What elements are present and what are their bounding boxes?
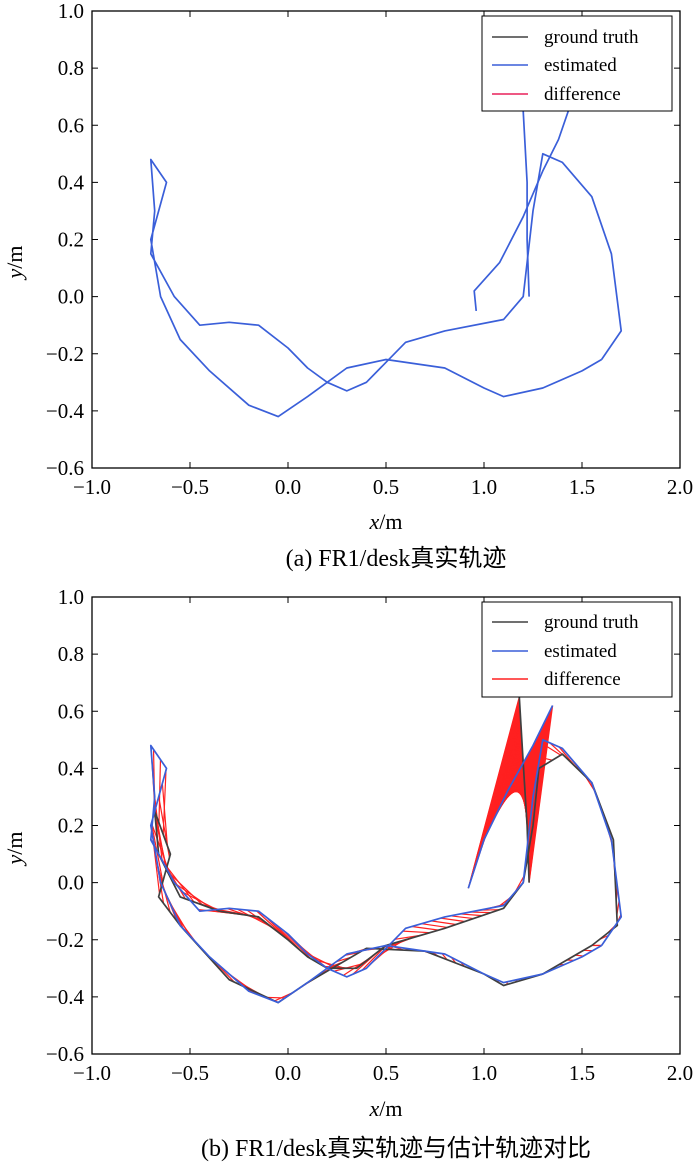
plot-b-legend-label-ground-truth: ground truth: [544, 612, 639, 633]
plot-a: −1.0 −0.5 0.0 0.5 1.0 1.5 2.0 −0.6 −0.4 −0.2 0.0 0.…: [2, 0, 693, 572]
plot-b-series-ground-truth-1: [153, 753, 619, 1004]
plot-b-difference-segment: [450, 915, 474, 920]
plot-b: −1.0 −0.5 0.0 0.5 1.0 1.5 2.0 −0.6 −0.4 −0.2 0.0 0.…: [2, 585, 693, 1162]
plot-a-series-estimated-2: [149, 152, 623, 418]
plot-a-y-tick-label: 1.0: [58, 0, 84, 23]
plot-b-x-tick-label: −0.5: [171, 1061, 209, 1085]
plot-a-x-tick-label: −1.0: [73, 475, 111, 499]
plot-b-x-tick-label: 1.0: [471, 1061, 497, 1085]
plot-b-series-estimated-3: [467, 705, 554, 889]
plot-b-y-tick-label: 0.2: [58, 814, 84, 838]
plot-b-difference-segment: [440, 917, 465, 923]
plot-b-x-tick-label: 0.0: [275, 1061, 301, 1085]
plot-b-difference-segment: [402, 930, 430, 934]
plot-b-x-tick-label: 1.5: [569, 1061, 595, 1085]
plot-a-y-tick-label: 0.8: [58, 56, 84, 80]
plot-b-series-estimated-2: [149, 738, 623, 1004]
plot-a-y-tick-label: 0.6: [58, 113, 84, 137]
plot-a-x-tick-label: 0.5: [373, 475, 399, 499]
plot-a-y-tick-label: −0.4: [46, 399, 85, 423]
plot-a-legend-box: [481, 15, 673, 112]
plot-a-legend: ground truth estimated difference: [481, 15, 673, 112]
plot-b-x-tick-label: 0.5: [373, 1061, 399, 1085]
plot-b-y-tick-label: 1.0: [58, 585, 84, 609]
plot-a-legend-label-ground-truth: ground truth: [544, 27, 639, 48]
plot-a-legend-label-difference: difference: [544, 84, 621, 105]
plot-a-x-tick-label: 1.0: [471, 475, 497, 499]
plot-b-legend: ground truth estimated difference: [481, 601, 673, 698]
plot-a-y-tick-label: 0.2: [58, 228, 84, 252]
plot-b-difference-segment: [421, 923, 448, 929]
plot-a-y-axis-label: y/m: [2, 246, 27, 281]
plot-b-y-tick-label: 0.8: [58, 642, 84, 666]
plot-b-difference-segment: [154, 809, 167, 870]
plot-b-difference-segment: [460, 913, 483, 917]
plot-b-y-tick-label: −0.6: [46, 1042, 84, 1066]
plot-a-ticks: −1.0 −0.5 0.0 0.5 1.0 1.5 2.0 −0.6 −0.4 −0.2 0.0 0.…: [46, 0, 693, 499]
plot-a-caption: (a) FR1/desk真实轨迹: [286, 545, 507, 572]
plot-b-legend-label-estimated: estimated: [544, 641, 617, 662]
plot-b-difference-segment: [282, 929, 312, 960]
plot-a-y-tick-label: 0.4: [58, 170, 85, 194]
plot-a-x-tick-label: 0.0: [275, 475, 301, 499]
plot-a-y-tick-label: 0.0: [58, 285, 84, 309]
plot-b-difference-segment: [467, 696, 520, 889]
plot-b-y-tick-label: 0.6: [58, 699, 84, 723]
plot-b-y-tick-label: −0.2: [46, 928, 84, 952]
plot-b-difference-segment: [431, 920, 457, 926]
plot-a-series-estimated-1: [473, 110, 570, 311]
plot-b-series: [149, 696, 623, 1004]
plot-a-legend-label-estimated: estimated: [544, 55, 617, 76]
plot-a-x-tick-label: 1.5: [569, 475, 595, 499]
plot-b-difference-segment: [411, 925, 439, 931]
plot-a-y-tick-label: −0.2: [46, 342, 84, 366]
plot-b-y-axis-label: y/m: [2, 832, 27, 867]
plot-b-y-tick-label: 0.0: [58, 871, 84, 895]
plot-b-x-tick-label: 2.0: [667, 1061, 693, 1085]
plot-b-difference-segment: [161, 783, 168, 846]
plot-b-x-axis-label: x/m: [369, 1096, 403, 1121]
plot-b-ticks: −1.0 −0.5 0.0 0.5 1.0 1.5 2.0 −0.6 −0.4 −0.2 0.0 0.…: [46, 585, 693, 1085]
plot-a-x-tick-label: 2.0: [667, 475, 693, 499]
plot-b-legend-label-difference: difference: [544, 669, 621, 690]
plot-b-legend-box: [481, 601, 673, 698]
plot-b-caption: (b) FR1/desk真实轨迹与估计轨迹对比: [201, 1135, 591, 1162]
plot-b-y-tick-label: 0.4: [58, 756, 85, 780]
plot-a-x-tick-label: −0.5: [171, 475, 209, 499]
plot-b-y-tick-label: −0.4: [46, 985, 85, 1009]
plot-a-x-axis-label: x/m: [369, 509, 403, 534]
plot-b-difference-segment: [315, 959, 346, 969]
plot-a-y-tick-label: −0.6: [46, 456, 84, 480]
plot-b-x-tick-label: −1.0: [73, 1061, 111, 1085]
plot-b-difference-segment: [168, 872, 204, 906]
